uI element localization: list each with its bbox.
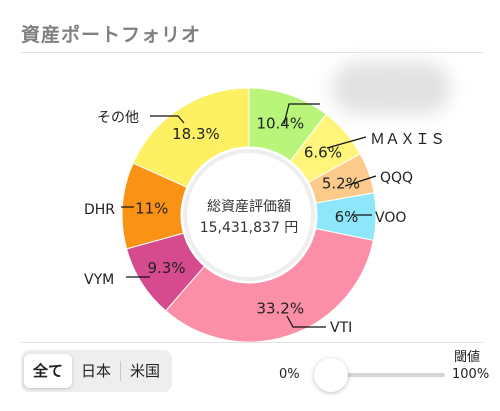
slice-vti[interactable] xyxy=(164,227,375,343)
leader-line xyxy=(283,103,320,125)
slice-name-label-slice-7: その他 xyxy=(97,110,139,126)
filter-us-tab[interactable]: 米国 xyxy=(130,362,161,380)
donut-hole-ring xyxy=(183,149,315,281)
blurred-name-label xyxy=(332,62,450,114)
slice-percent-label: 33.2% xyxy=(256,299,304,317)
threshold-slider-thumb[interactable] xyxy=(314,358,348,392)
section-title: 資産ポートフォリオ xyxy=(21,24,202,46)
chart-divider xyxy=(21,342,483,343)
slice-name-label-vym: VYM xyxy=(84,272,114,288)
slice-percent-label: 11% xyxy=(135,200,168,218)
filter-separator xyxy=(120,361,122,381)
slice-percent-label: 6% xyxy=(335,208,359,226)
header-divider xyxy=(21,52,483,53)
slice-percent-label: 18.3% xyxy=(172,125,220,143)
leader-line xyxy=(326,136,367,149)
slice-percent-label: 5.2% xyxy=(322,175,360,193)
slice-name-label-dhr: DHR xyxy=(84,202,115,218)
filter-all-tab[interactable]: 全て xyxy=(24,354,73,388)
slice-percent-label: 10.4% xyxy=(256,115,304,133)
threshold-min-label: 0% xyxy=(279,367,300,382)
threshold-title: 閾値 xyxy=(454,350,481,365)
leader-line xyxy=(150,115,185,124)
slice-slice-7[interactable] xyxy=(132,87,250,188)
slice-name-label-voo: VOO xyxy=(375,210,406,226)
threshold-max-label: 100% xyxy=(452,367,490,382)
slice-percent-label: 9.3% xyxy=(147,259,185,277)
slice-name-label-qqq: QQQ xyxy=(380,170,413,186)
total-assets-value: 15,431,837 円 xyxy=(200,220,299,236)
leader-line xyxy=(344,175,377,187)
portfolio-donut-chart: 10.4%6.6% 5.2% 6% 33.2% 9.3% 11% 18.3% 総資産評価額 15… xyxy=(84,87,445,343)
slice-name-label-vti: VTI xyxy=(330,320,352,336)
total-assets-label: 総資産評価額 xyxy=(207,199,291,215)
leader-line xyxy=(286,315,326,328)
region-filter: 全て 日本 米国 xyxy=(21,350,173,392)
slice-name-label-slice-1: ＭＡＸＩＳ xyxy=(370,130,445,148)
filter-japan-tab[interactable]: 日本 xyxy=(81,362,112,380)
donut-hole xyxy=(182,148,316,282)
slice-percent-label: 6.6% xyxy=(304,143,342,161)
